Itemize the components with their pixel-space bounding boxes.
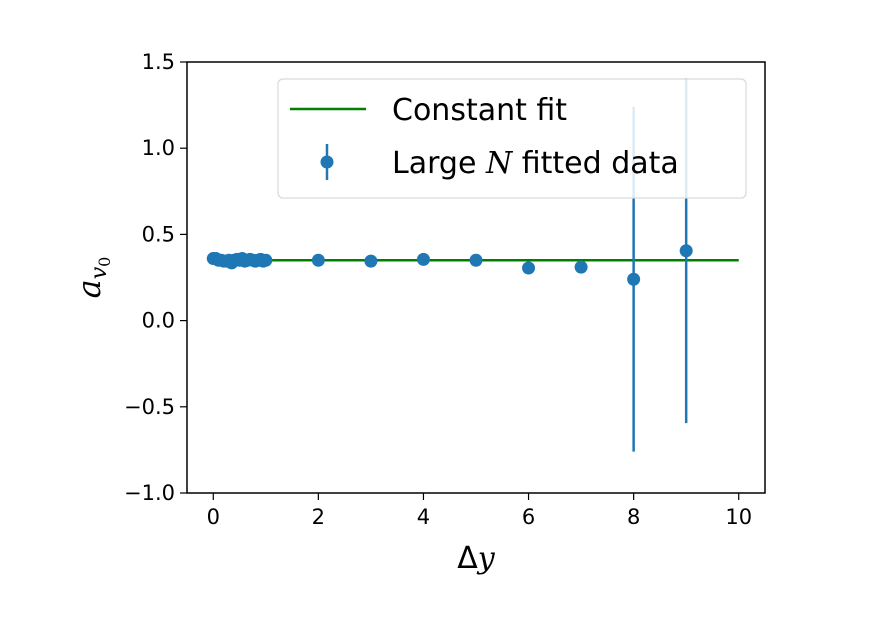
legend-label-large-n-fitted-data: Large N fitted data [392, 146, 679, 181]
y-tick-label: −0.5 [124, 395, 175, 419]
x-tick-label: 4 [417, 505, 430, 529]
data-point [469, 253, 483, 267]
legend-label-constant-fit: Constant fit [392, 93, 567, 128]
x-axis-label: Δy [457, 541, 496, 576]
y-tick-label: 0.5 [142, 222, 175, 246]
y-tick-label: 1.0 [142, 136, 175, 160]
legend: Constant fit Large N fitted data [277, 78, 747, 199]
plot-frame [186, 61, 766, 494]
x-tick-label: 2 [312, 505, 325, 529]
y-tick-label: 1.5 [142, 50, 175, 74]
legend-label-suffix: fitted data [512, 146, 679, 181]
legend-label-prefix: Large [392, 146, 486, 181]
legend-swatch-marker [320, 155, 334, 169]
x-axis-label-var: y [476, 541, 496, 576]
data-point [574, 260, 588, 274]
y-axis-label-main: a [70, 279, 108, 298]
x-tick-label: 10 [725, 505, 752, 529]
data-point [627, 272, 641, 286]
x-axis-label-delta: Δ [457, 541, 478, 576]
data-point [364, 254, 378, 268]
axis-ticks: 0 2 4 6 8 10 −1.0 −0.5 0.0 0.5 1.0 1.5 [124, 50, 752, 529]
data-point [522, 261, 536, 275]
x-tick-label: 6 [522, 505, 535, 529]
y-axis-label-subsub: 0 [95, 257, 114, 267]
y-axis-label-sub: v [87, 266, 112, 279]
y-axis-label: av0 [70, 257, 114, 299]
x-tick-label: 8 [627, 505, 640, 529]
y-tick-label: −1.0 [124, 481, 175, 505]
y-tick-label: 0.0 [142, 309, 175, 333]
x-tick-label: 0 [207, 505, 220, 529]
legend-frame [277, 78, 747, 199]
legend-label-math: N [485, 146, 514, 181]
data-point [416, 252, 430, 266]
data-point [311, 253, 325, 267]
data-point [259, 253, 273, 267]
data-point [679, 244, 693, 258]
